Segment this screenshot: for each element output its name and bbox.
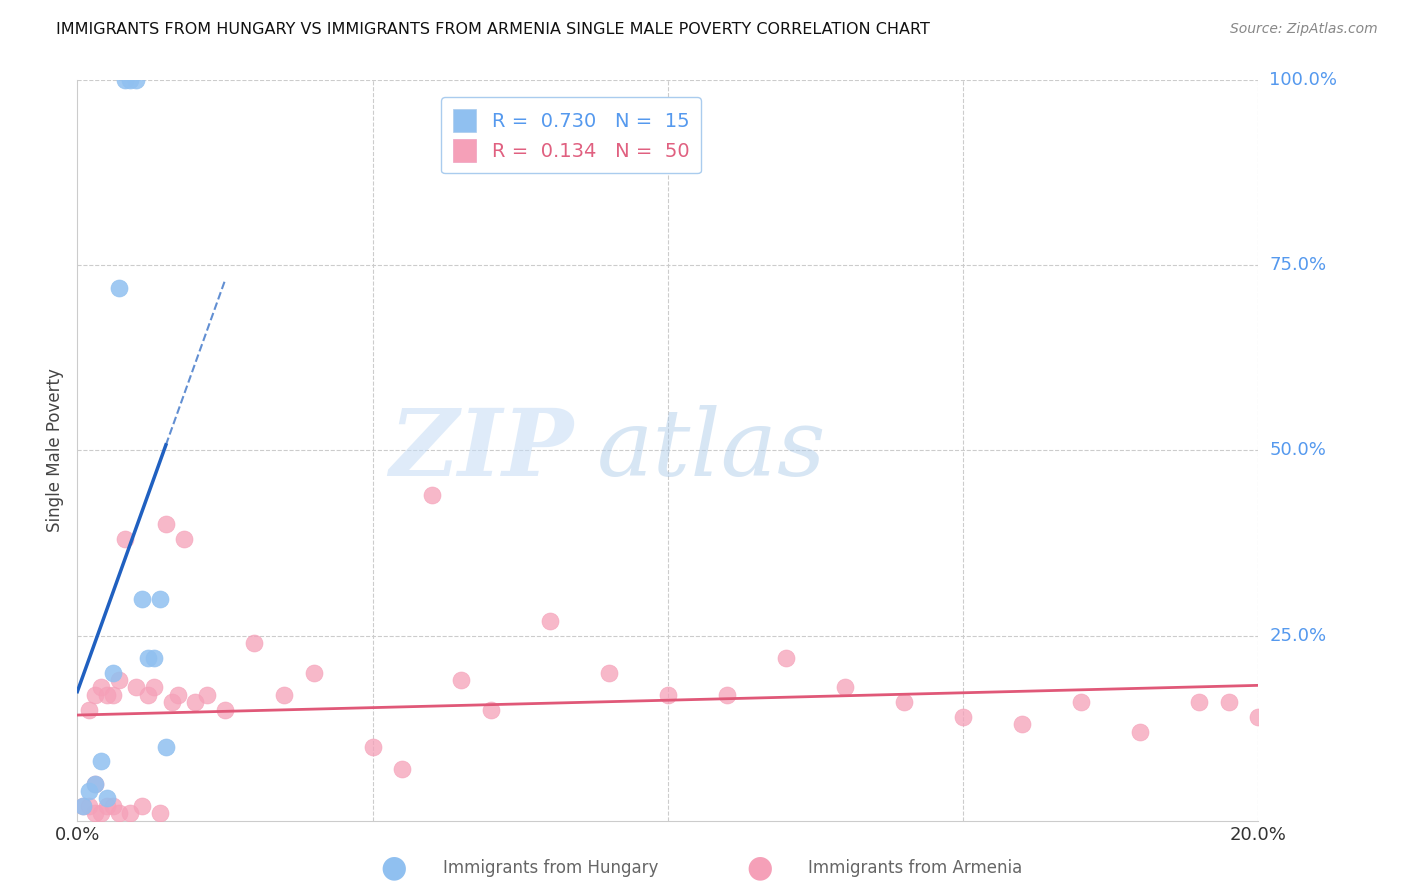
- Point: [716, 688, 738, 702]
- Point: [450, 673, 472, 687]
- Point: [775, 650, 797, 665]
- Point: [77, 798, 100, 813]
- Point: [120, 73, 142, 87]
- Point: [1247, 710, 1270, 724]
- Text: 75.0%: 75.0%: [1270, 256, 1327, 275]
- Point: [1070, 695, 1092, 709]
- Point: [107, 806, 129, 821]
- Point: [391, 762, 413, 776]
- Point: [538, 614, 561, 628]
- Point: [107, 280, 129, 294]
- Text: 25.0%: 25.0%: [1270, 626, 1327, 645]
- Point: [96, 798, 118, 813]
- Point: [302, 665, 325, 680]
- Point: [479, 703, 502, 717]
- Point: [952, 710, 974, 724]
- Legend: R =  0.730   N =  15, R =  0.134   N =  50: R = 0.730 N = 15, R = 0.134 N = 50: [441, 97, 702, 173]
- Point: [834, 681, 856, 695]
- Point: [893, 695, 915, 709]
- Point: [195, 688, 218, 702]
- Point: [77, 784, 100, 798]
- Text: Source: ZipAtlas.com: Source: ZipAtlas.com: [1230, 22, 1378, 37]
- Point: [657, 688, 679, 702]
- Text: IMMIGRANTS FROM HUNGARY VS IMMIGRANTS FROM ARMENIA SINGLE MALE POVERTY CORRELATI: IMMIGRANTS FROM HUNGARY VS IMMIGRANTS FR…: [56, 22, 931, 37]
- Point: [420, 488, 443, 502]
- Point: [84, 776, 107, 791]
- Point: [149, 806, 172, 821]
- Point: [90, 681, 112, 695]
- Point: [96, 688, 118, 702]
- Point: [155, 517, 177, 532]
- Point: [84, 688, 107, 702]
- Point: [77, 703, 100, 717]
- Point: [598, 665, 620, 680]
- Text: ●: ●: [747, 854, 772, 882]
- Point: [84, 806, 107, 821]
- Point: [131, 798, 153, 813]
- Point: [160, 695, 183, 709]
- Point: [273, 688, 295, 702]
- Point: [143, 650, 166, 665]
- Point: [155, 739, 177, 754]
- Point: [101, 688, 124, 702]
- Point: [96, 791, 118, 805]
- Point: [90, 806, 112, 821]
- Point: [120, 806, 142, 821]
- Point: [125, 681, 148, 695]
- Point: [136, 688, 159, 702]
- Point: [101, 798, 124, 813]
- Text: 50.0%: 50.0%: [1270, 442, 1326, 459]
- Point: [166, 688, 188, 702]
- Point: [1218, 695, 1240, 709]
- Point: [131, 591, 153, 606]
- Point: [72, 798, 94, 813]
- Text: Immigrants from Hungary: Immigrants from Hungary: [443, 859, 658, 877]
- Point: [72, 798, 94, 813]
- Point: [101, 665, 124, 680]
- Point: [184, 695, 207, 709]
- Text: 100.0%: 100.0%: [1270, 71, 1337, 89]
- Point: [136, 650, 159, 665]
- Point: [125, 73, 148, 87]
- Point: [114, 73, 136, 87]
- Y-axis label: Single Male Poverty: Single Male Poverty: [46, 368, 65, 533]
- Point: [107, 673, 129, 687]
- Point: [149, 591, 172, 606]
- Point: [173, 533, 195, 547]
- Text: Immigrants from Armenia: Immigrants from Armenia: [808, 859, 1022, 877]
- Point: [90, 755, 112, 769]
- Point: [214, 703, 236, 717]
- Point: [243, 636, 266, 650]
- Point: [84, 776, 107, 791]
- Point: [1011, 717, 1033, 731]
- Point: [143, 681, 166, 695]
- Point: [1129, 724, 1152, 739]
- Point: [361, 739, 384, 754]
- Text: ZIP: ZIP: [389, 406, 574, 495]
- Point: [114, 533, 136, 547]
- Text: atlas: atlas: [598, 406, 827, 495]
- Point: [1188, 695, 1211, 709]
- Text: ●: ●: [381, 854, 406, 882]
